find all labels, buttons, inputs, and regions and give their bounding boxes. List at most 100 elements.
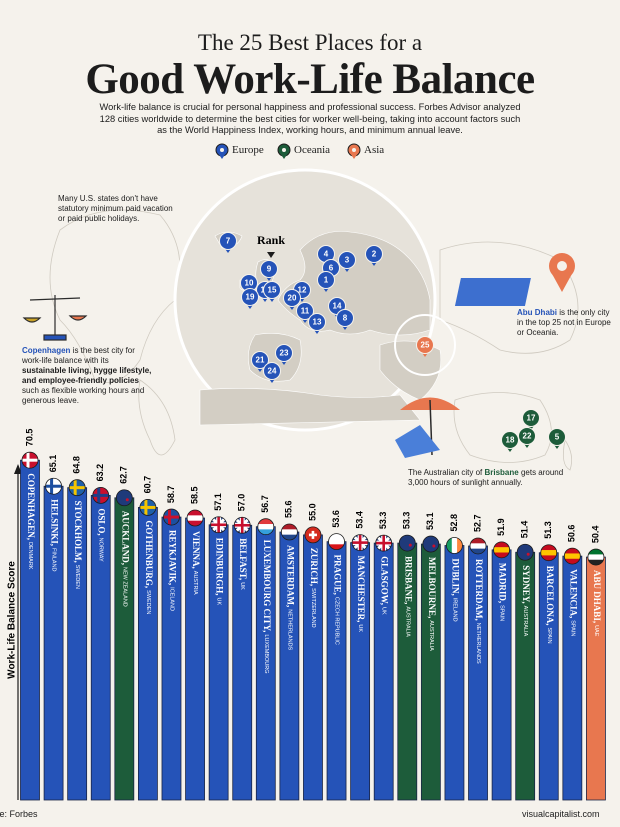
map-pin-label: 3 [345, 256, 350, 265]
note-text: gets around 3,000 hours of sunlight annu… [408, 468, 564, 487]
note-text: The Australian city of [408, 468, 485, 477]
flag-stripe [281, 524, 298, 530]
flag [564, 548, 581, 565]
value-label: 52.7 [472, 514, 482, 532]
map-pin: 18 [501, 431, 519, 452]
bar-label: MELBOURNE, AUSTRALIA [427, 557, 437, 651]
legend-pin-dot [282, 148, 286, 152]
map-pin-label: 13 [313, 318, 322, 327]
map-pin-label: 8 [343, 314, 348, 323]
country-name: SWITZERLAND [310, 588, 316, 627]
flag-cross [22, 458, 38, 462]
scales-icon [22, 295, 88, 341]
flag-bg [399, 535, 416, 552]
map-pin: 5 [548, 428, 566, 449]
country-name: AUSTRALIA [404, 606, 410, 637]
value-label: 56.7 [260, 495, 270, 513]
country-name: FINLAND [50, 548, 56, 572]
map-pin-head [317, 271, 335, 289]
flag-stripe [328, 533, 345, 540]
city-name: DUBLIN, [450, 559, 460, 596]
flag-stripe [281, 534, 298, 541]
rank-arrow [267, 252, 275, 258]
note-text: is the best city for work-life balance w… [22, 346, 135, 365]
map-pin-head [275, 344, 293, 362]
us-note: Many U.S. states don't have statutory mi… [58, 194, 173, 223]
flag-cross [311, 530, 315, 539]
city-name: AMSTERDAM, [285, 545, 295, 607]
flag-ring [398, 534, 416, 552]
flag-stripe [470, 543, 487, 549]
flag-stripe [187, 510, 204, 516]
map-pin-head [501, 431, 519, 449]
flag-stripe [470, 548, 487, 554]
map-pin-label: 23 [280, 349, 289, 358]
map-pin: 2 [365, 245, 383, 266]
country-name: AUSTRALIA [427, 620, 433, 651]
map-pin-label: 15 [268, 286, 277, 295]
map-pin: 11 [296, 302, 314, 323]
highlight-ring [394, 314, 456, 376]
rank-label: Rank [257, 233, 285, 247]
map-pin: 17 [522, 409, 540, 430]
country-name: ICELAND [168, 587, 174, 611]
abu-dhabi-note: Abu Dhabi is the only city in the top 25… [517, 308, 612, 338]
flag-ring [186, 509, 204, 527]
flag-ring [68, 479, 86, 497]
bar-label: DUBLIN, IRELAND [450, 559, 460, 622]
map-pin: 3 [338, 251, 356, 272]
flag-ring [493, 541, 511, 559]
flag-star [432, 544, 436, 548]
map-pin-label: 9 [267, 265, 272, 274]
flag-ring [540, 544, 558, 562]
flag-cross [69, 486, 86, 490]
bar-label: STOCKHOLM, SWEDEN [73, 501, 83, 589]
flag-stripe [540, 544, 557, 551]
country-name: UK [380, 607, 386, 615]
legend-pin-tip [280, 153, 288, 159]
flag-stripe [187, 520, 204, 527]
map-pin-head [219, 232, 237, 250]
value-label: 53.4 [354, 511, 364, 529]
bar-label: REYKJAVIK, ICELAND [167, 530, 177, 611]
country-name: AUSTRALIA [522, 606, 528, 637]
flag-cross [358, 534, 362, 551]
flag-ring [233, 516, 251, 534]
city-name: AUCKLAND, [120, 511, 130, 565]
brisbane-note: The Australian city of Brisbane gets aro… [408, 468, 580, 488]
country-name: SPAIN [498, 605, 504, 621]
flag-bg [422, 536, 439, 553]
map-pin-head [241, 288, 259, 306]
value-label: 65.1 [48, 455, 58, 473]
value-label: 57.0 [237, 494, 247, 512]
flag-stripe [587, 549, 604, 555]
country-name: NETHERLANDS [475, 623, 481, 664]
bar-label: BELFAST, UK [238, 538, 248, 590]
map-pin-head [251, 351, 269, 369]
flag [352, 534, 369, 551]
country-name: SPAIN [569, 620, 575, 636]
map-pin-label: 7 [226, 237, 231, 246]
flag [234, 517, 251, 534]
value-label: 58.5 [189, 486, 199, 504]
map-pin-head [263, 362, 281, 380]
flag-stripe [187, 515, 204, 521]
country-name: NORWAY [97, 538, 103, 562]
beach-icon [395, 397, 460, 458]
bar-label: ABU DHABI, UAE [592, 570, 602, 637]
map-pin-label: 24 [268, 367, 277, 376]
country-name: SWEDEN [144, 590, 150, 614]
city-name: OSLO, [97, 508, 107, 535]
bar-label: LUXEMBOURG CITY,LUXEMBOURG [262, 540, 272, 674]
map-pin-head [548, 428, 566, 446]
highlight: Brisbane [484, 468, 519, 477]
bar-label: BRISBANE, AUSTRALIA [403, 556, 413, 637]
country-name: LUXEMBOURG [262, 634, 268, 673]
flag-stripe [564, 558, 581, 565]
city-name: REYKJAVIK, [167, 530, 177, 585]
flag-star [408, 543, 412, 547]
flag-stripe [446, 537, 453, 554]
country-name: UK [357, 624, 363, 632]
flag-stripe [328, 538, 345, 545]
